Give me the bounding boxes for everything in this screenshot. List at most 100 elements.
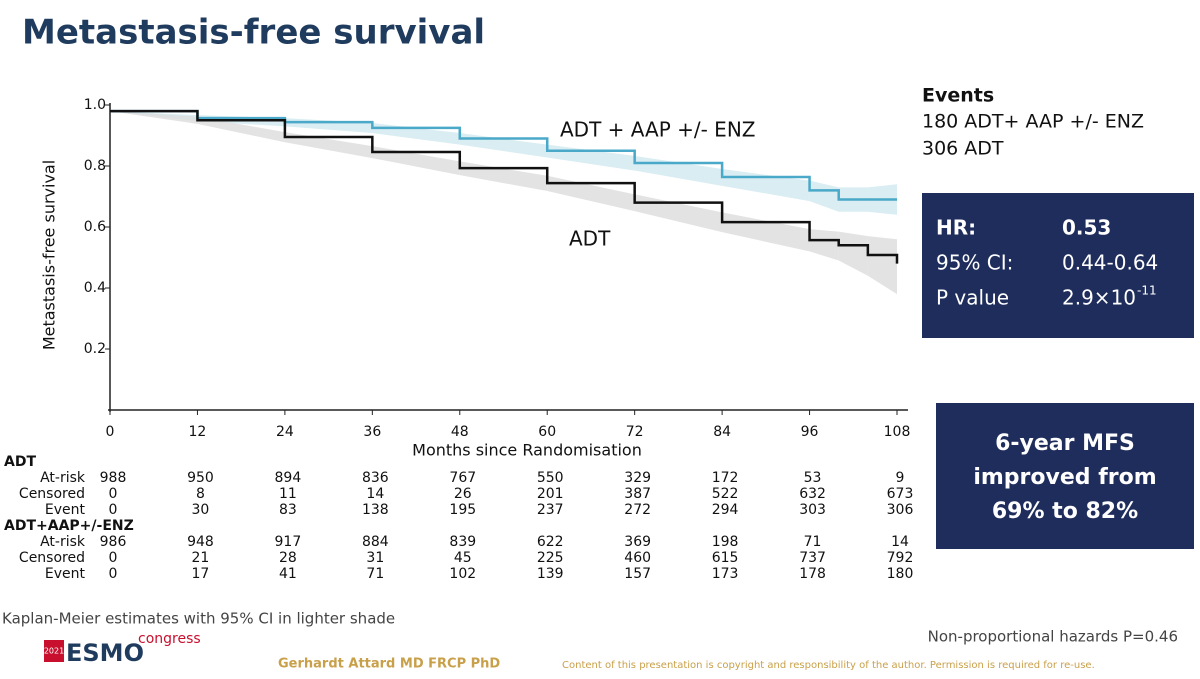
risk-row-label: Censored [19,486,85,502]
risk-group: ADT [4,454,36,470]
risk-row-label: Event [45,502,86,518]
ci-band [722,212,810,252]
risk-group: ADT+AAP+/-ENZ [4,518,134,534]
ci-band [809,180,839,212]
ci-band [838,231,868,276]
risk-value: 53 [804,470,822,486]
y-tick-label: 0.2 [84,341,106,357]
risk-value: 71 [804,534,822,550]
ci-band [722,169,810,202]
footnote: Kaplan-Meier estimates with 95% CI in li… [2,610,395,628]
risk-value: 30 [192,502,210,518]
risk-value: 14 [366,486,384,502]
events-line: 180 ADT+ AAP +/- ENZ [922,111,1144,133]
risk-value: 173 [712,566,739,582]
ci-band [284,118,373,134]
y-tick-label: 1.0 [84,97,106,113]
risk-value: 460 [624,550,651,566]
ci-band [547,144,635,171]
risk-value: 26 [454,486,472,502]
x-tick-label: 108 [884,424,911,440]
ci-band [459,161,548,192]
risk-value: 28 [279,550,297,566]
risk-value: 225 [537,550,564,566]
x-tick-label: 96 [801,424,819,440]
risk-value: 622 [537,534,564,550]
x-tick-label: 12 [189,424,207,440]
y-tick-label: 0.4 [84,280,106,296]
risk-value: 71 [366,566,384,582]
stat-value: 0.53 [1062,216,1111,240]
risk-row-label: At-risk [40,470,86,486]
risk-value: 737 [799,550,826,566]
x-tick-label: 24 [276,424,294,440]
x-tick-label: 36 [363,424,381,440]
logo-brand: ESMO [66,639,144,667]
series-label: ADT + AAP +/- ENZ [560,118,755,142]
x-tick-label: 48 [451,424,469,440]
risk-value: 14 [891,534,909,550]
risk-value: 180 [887,566,914,582]
risk-value: 178 [799,566,826,582]
x-tick-label: 0 [106,424,115,440]
risk-value: 45 [454,550,472,566]
mfs-line: 69% to 82% [992,499,1138,524]
ci-band [372,146,460,176]
risk-value: 102 [449,566,476,582]
risk-value: 139 [537,566,564,582]
logo-year: 2021 [44,647,64,656]
y-axis-label: Metastasis-free survival [40,160,59,350]
risk-value: 884 [362,534,389,550]
risk-value: 157 [624,566,651,582]
risk-row-label: Event [45,566,86,582]
risk-value: 138 [362,502,389,518]
risk-value: 836 [362,470,389,486]
stats-box [922,193,1194,338]
risk-value: 0 [109,550,118,566]
ci-band [634,155,723,186]
risk-value: 632 [799,486,826,502]
logo-badge [44,640,64,662]
risk-value: 83 [279,502,297,518]
mfs-box [936,403,1194,549]
ci-band [284,132,373,159]
risk-value: 839 [449,534,476,550]
risk-value: 673 [887,486,914,502]
risk-value: 294 [712,502,739,518]
x-axis-label: Months since Randomisation [412,441,642,460]
risk-value: 198 [712,534,739,550]
risk-value: 272 [624,502,651,518]
risk-value: 172 [712,470,739,486]
risk-value: 21 [192,550,210,566]
ci-band [459,133,548,158]
risk-row-label: At-risk [40,534,86,550]
stat-value: 2.9×10 [1062,286,1136,310]
risk-value: 0 [109,566,118,582]
stat-label: 95% CI: [936,251,1013,275]
risk-value: 988 [100,470,127,486]
risk-value: 522 [712,486,739,502]
ci-band [372,122,460,145]
ci-band [197,116,285,143]
risk-value: 792 [887,550,914,566]
risk-value: 306 [887,502,914,518]
risk-value: 948 [187,534,214,550]
stat-value: 0.44-0.64 [1062,251,1158,275]
stat-exponent: -11 [1137,284,1157,298]
ci-band [867,236,897,295]
risk-value: 0 [109,486,118,502]
risk-value: 303 [799,502,826,518]
risk-value: 11 [279,486,297,502]
risk-value: 986 [100,534,127,550]
risk-value: 550 [537,470,564,486]
x-tick-label: 72 [626,424,644,440]
risk-value: 615 [712,550,739,566]
risk-value: 950 [187,470,214,486]
risk-value: 237 [537,502,564,518]
ci-band [809,229,839,261]
x-tick-label: 84 [713,424,731,440]
ci-band [547,175,635,212]
mfs-line: 6-year MFS [995,431,1135,456]
risk-value: 195 [449,502,476,518]
copyright: Content of this presentation is copyrigh… [562,660,1095,671]
